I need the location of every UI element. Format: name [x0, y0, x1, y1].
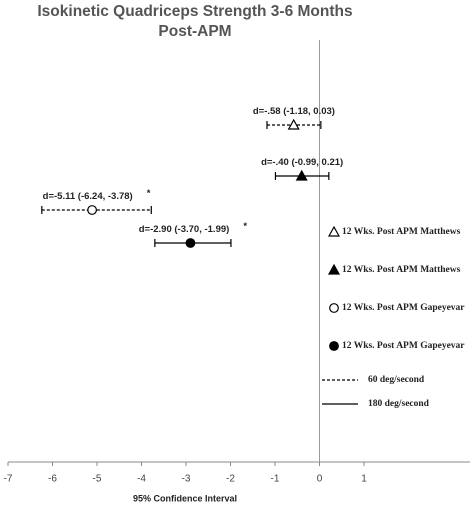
effect-label: d=-5.11 (-6.24, -3.78) *: [43, 188, 151, 202]
chart-title: Post-APM: [158, 23, 231, 40]
x-tick-label: -2: [226, 474, 235, 485]
significance: *: [147, 188, 151, 199]
effect-label-text: d=-.40 (-0.99, 0.21): [261, 157, 343, 168]
marker: [295, 169, 308, 181]
marker: [87, 205, 98, 215]
chart-title: Isokinetic Quadriceps Strength 3-6 Month…: [37, 3, 352, 20]
marker: [185, 238, 196, 248]
significance: *: [243, 221, 247, 232]
legend-label: 180 deg/second: [368, 399, 430, 409]
legend-label: 60 deg/second: [368, 375, 425, 385]
x-tick-label: -3: [182, 474, 191, 485]
effect-label-text: d=-5.11 (-6.24, -3.78): [43, 191, 133, 202]
marker: [287, 118, 300, 130]
effect-label: d=-2.90 (-3.70, -1.99) *: [139, 221, 248, 235]
legend-label: 12 Wks. Post APM Gapeyevar: [342, 341, 465, 351]
legend-label: 12 Wks. Post APM Matthews: [342, 265, 461, 275]
x-axis-label: 95% Confidence Interval: [133, 493, 237, 503]
x-tick-label: -4: [137, 474, 146, 485]
marker: [327, 225, 341, 237]
x-tick-label: 0: [317, 474, 323, 485]
x-tick-label: -5: [93, 474, 102, 485]
x-tick-label: 1: [361, 474, 367, 485]
marker: [329, 303, 339, 313]
legend-label: 12 Wks. Post APM Matthews: [342, 227, 461, 237]
marker: [329, 341, 339, 351]
marker: [327, 263, 341, 275]
x-tick-label: -1: [271, 474, 280, 485]
effect-label-text: d=-.58 (-1.18, 0.03): [253, 106, 335, 117]
legend-label: 12 Wks. Post APM Gapeyevar: [342, 303, 465, 313]
x-tick-label: -7: [4, 474, 13, 485]
effect-label: d=-.40 (-0.99, 0.21): [261, 157, 343, 168]
x-tick-label: -6: [48, 474, 57, 485]
effect-label-text: d=-2.90 (-3.70, -1.99): [139, 224, 230, 235]
effect-label: d=-.58 (-1.18, 0.03): [253, 106, 335, 117]
